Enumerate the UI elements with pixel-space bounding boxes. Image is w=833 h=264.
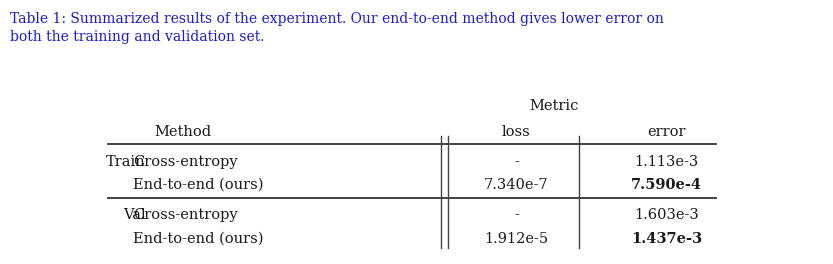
Text: 1.113e-3: 1.113e-3 — [634, 155, 699, 169]
Text: 1.912e-5: 1.912e-5 — [485, 232, 548, 246]
Text: Cross-entropy: Cross-entropy — [133, 155, 238, 169]
Text: 7.340e-7: 7.340e-7 — [484, 178, 549, 192]
Text: 7.590e-4: 7.590e-4 — [631, 178, 702, 192]
Text: loss: loss — [502, 125, 531, 139]
Text: Table 1: Summarized results of the experiment. Our end-to-end method gives lower: Table 1: Summarized results of the exper… — [10, 12, 664, 44]
Text: -: - — [514, 155, 519, 169]
Text: Metric: Metric — [529, 98, 579, 113]
Text: Train: Train — [106, 155, 146, 169]
Text: -: - — [514, 208, 519, 222]
Text: 1.437e-3: 1.437e-3 — [631, 232, 702, 246]
Text: 1.603e-3: 1.603e-3 — [634, 208, 699, 222]
Text: End-to-end (ours): End-to-end (ours) — [133, 178, 264, 192]
Text: Method: Method — [155, 125, 212, 139]
Text: error: error — [647, 125, 686, 139]
Text: Val: Val — [123, 208, 146, 222]
Text: Cross-entropy: Cross-entropy — [133, 208, 238, 222]
Text: End-to-end (ours): End-to-end (ours) — [133, 232, 264, 246]
